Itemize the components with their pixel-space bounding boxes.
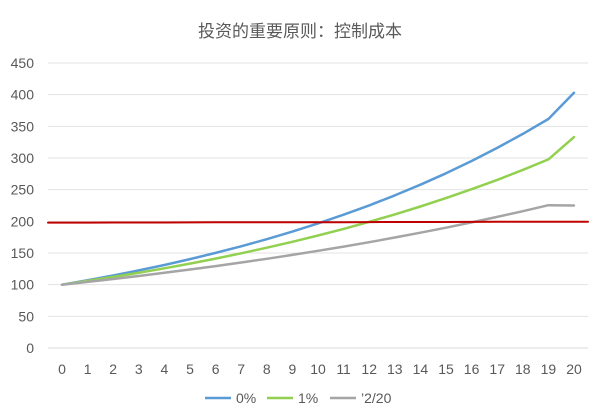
x-axis-ticks: 0 1 2 3 4 5 6 7 8 9 10 11 12 13 14 15 16 17 18 19 20 <box>58 361 582 377</box>
series-lines <box>47 91 589 286</box>
gridlines <box>48 62 588 349</box>
x-tick-label: 12 <box>361 361 377 377</box>
legend: 0% 1% ’2/20 <box>205 390 392 406</box>
x-tick-label: 10 <box>310 361 326 377</box>
x-tick-label: 5 <box>186 361 194 377</box>
x-tick-label: 3 <box>135 361 143 377</box>
x-tick-label: 11 <box>336 361 351 377</box>
x-tick-label: 6 <box>212 361 220 377</box>
y-tick-label: 400 <box>11 87 35 103</box>
series-line-0-0 <box>60 91 576 286</box>
y-tick-label: 100 <box>11 277 35 293</box>
y-tick-label: 300 <box>11 150 35 166</box>
y-tick-label: 0 <box>26 340 34 356</box>
x-tick-label: 0 <box>58 361 66 377</box>
x-tick-label: 14 <box>413 361 429 377</box>
x-tick-label: 8 <box>263 361 271 377</box>
x-tick-label: 1 <box>84 361 92 377</box>
y-tick-label: 50 <box>18 308 34 324</box>
x-tick-label: 7 <box>237 361 245 377</box>
legend-label: 0% <box>236 390 256 406</box>
y-tick-label: 250 <box>11 182 35 198</box>
y-tick-label: 350 <box>11 118 35 134</box>
reference-line <box>47 220 589 224</box>
x-tick-label: 9 <box>289 361 297 377</box>
x-tick-label: 17 <box>489 361 505 377</box>
legend-label: ’2/20 <box>361 390 392 406</box>
legend-label: 1% <box>298 390 318 406</box>
x-tick-label: 13 <box>387 361 403 377</box>
series-line-1-1 <box>60 135 576 286</box>
x-tick-label: 20 <box>566 361 582 377</box>
x-tick-label: 18 <box>515 361 531 377</box>
series-line-220-2 <box>60 203 576 286</box>
y-tick-label: 450 <box>11 55 35 71</box>
x-tick-label: 16 <box>464 361 480 377</box>
x-tick-label: 2 <box>109 361 117 377</box>
y-tick-label: 200 <box>11 213 35 229</box>
chart-title: 投资的重要原则：控制成本 <box>198 22 402 42</box>
x-tick-label: 19 <box>541 361 557 377</box>
y-tick-label: 150 <box>11 245 35 261</box>
x-tick-label: 4 <box>161 361 169 377</box>
y-axis-ticks: 0 50 100 150 200 250 300 350 400 450 <box>11 55 35 356</box>
x-tick-label: 15 <box>438 361 454 377</box>
